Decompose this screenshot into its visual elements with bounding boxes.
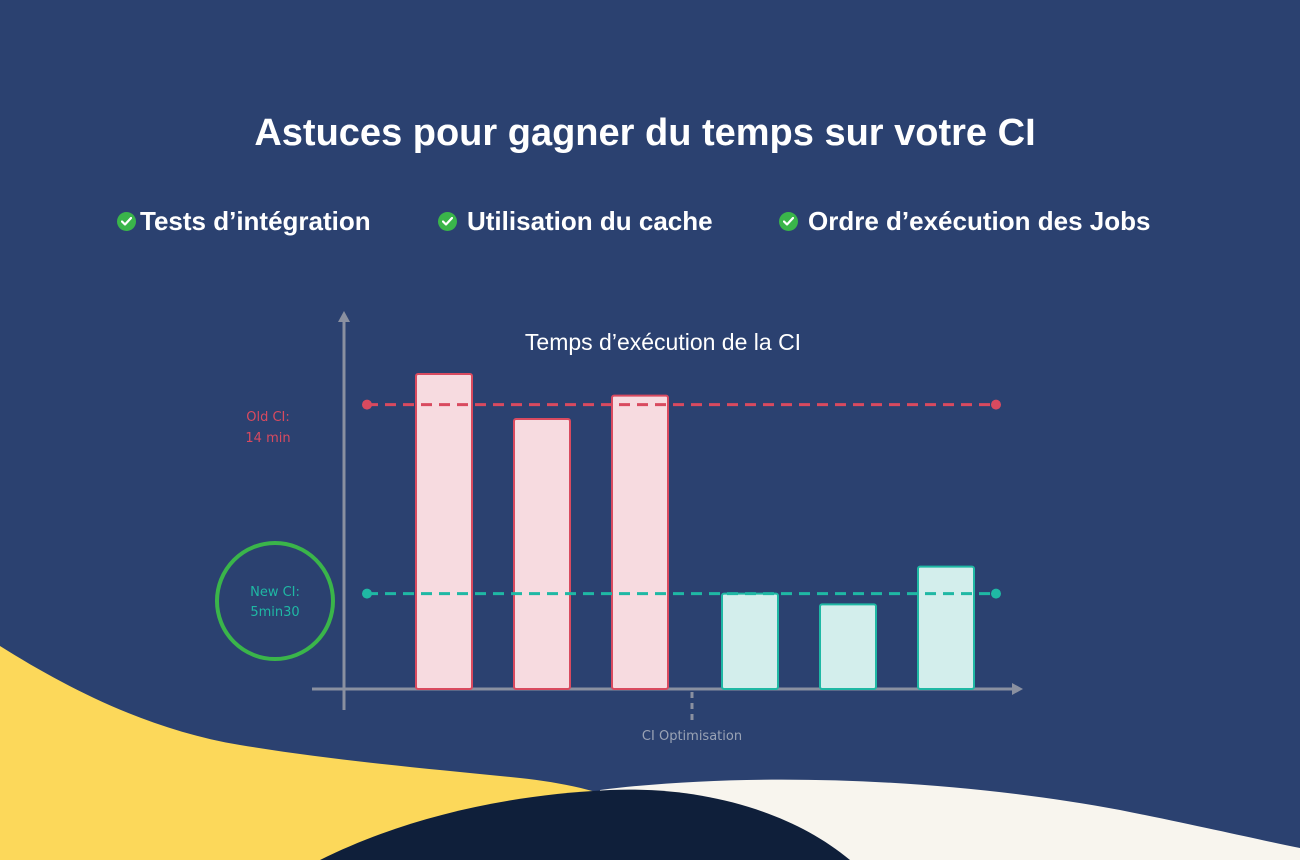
checklist-item-label: Ordre d’exécution des Jobs: [808, 206, 1151, 236]
x-divider-label: CI Optimisation: [642, 729, 742, 744]
reference-lines: [362, 399, 1001, 599]
checklist-item-job-order: Ordre d’exécution des Jobs: [779, 206, 1150, 237]
checklist-item-label: Utilisation du cache: [467, 206, 713, 236]
page-title: Astuces pour gagner du temps sur votre C…: [254, 112, 1036, 154]
new-ci-bar: [819, 603, 877, 691]
x-axis-arrow: [1012, 683, 1023, 695]
new-ci-line-start-dot: [362, 588, 372, 599]
new-ci-bar: [917, 565, 975, 690]
checklist: Tests d’intégration Utilisation du cache…: [0, 206, 1300, 242]
old-ci-line-start-dot: [362, 399, 372, 410]
new-ci-highlight-circle: [215, 541, 335, 661]
navy-wave: [320, 789, 850, 860]
old-ci-bar: [611, 394, 669, 690]
new-ci-label-line1: New CI:: [250, 585, 300, 600]
old-ci-bar: [415, 373, 473, 690]
new-ci-line-end-dot: [991, 588, 1001, 599]
new-ci-bar: [721, 592, 779, 690]
check-circle-icon: [438, 212, 457, 231]
bars: [415, 373, 975, 691]
checklist-item-cache: Utilisation du cache: [438, 206, 713, 237]
old-ci-label-line1: Old CI:: [246, 410, 290, 425]
check-circle-icon: [117, 212, 136, 231]
checklist-item-integration-tests: Tests d’intégration: [117, 206, 371, 237]
old-ci-bar: [513, 418, 571, 690]
checklist-item-label: Tests d’intégration: [140, 206, 371, 236]
y-axis-arrow: [338, 311, 350, 322]
check-circle-icon: [779, 212, 798, 231]
chart-title: Temps d’exécution de la CI: [525, 329, 801, 355]
old-ci-line-end-dot: [991, 399, 1001, 410]
old-ci-label-line2: 14 min: [245, 431, 290, 446]
new-ci-label-line2: 5min30: [250, 605, 299, 620]
